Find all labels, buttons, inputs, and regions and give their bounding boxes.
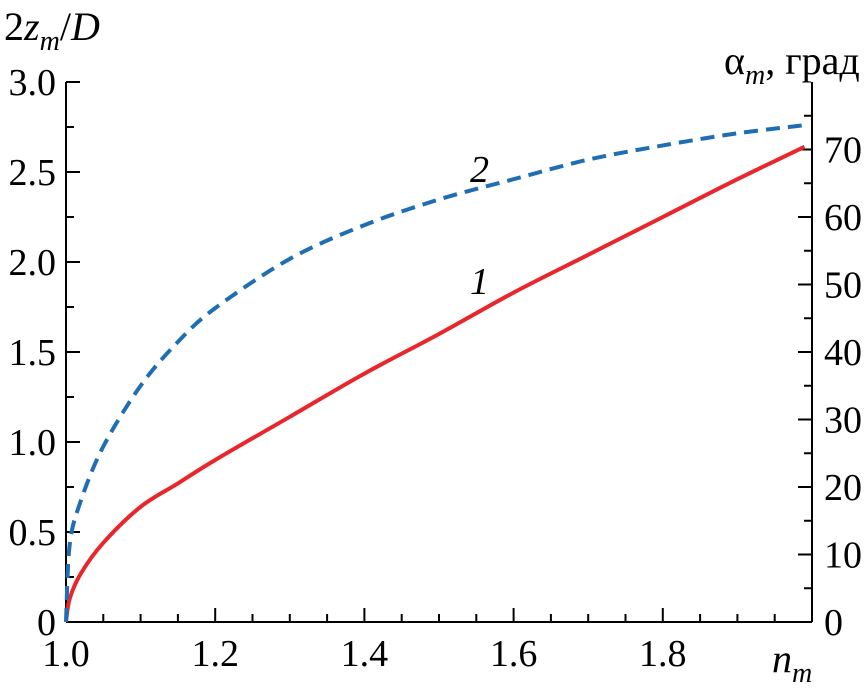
plot-frame — [65, 82, 813, 623]
series-layer — [64, 123, 806, 623]
y-left-tick-label: 2.5 — [9, 152, 57, 194]
curve-label-1: 1 — [470, 261, 489, 303]
y-right-tick-label: 70 — [824, 130, 862, 172]
y-right-tick-label: 30 — [824, 400, 862, 442]
y-left-axis-ticks: 0 0.5 1.0 1.5 2.0 2.5 3.0 — [9, 62, 80, 644]
y-right-axis-title: αm, град — [724, 38, 860, 91]
y-left-tick-label: 0 — [37, 602, 56, 644]
y-left-tick-label: 1.5 — [9, 332, 57, 374]
y-left-tick-label: 1.0 — [9, 422, 57, 464]
x-tick-label: 1.8 — [639, 633, 687, 675]
y-right-tick-label: 60 — [824, 197, 862, 239]
y-left-tick-label: 3.0 — [9, 62, 57, 104]
series-line-1 — [64, 144, 806, 623]
x-axis-title: nm — [772, 636, 812, 689]
y-right-tick-label: 10 — [824, 535, 862, 577]
x-tick-label: 1.2 — [191, 633, 239, 675]
x-tick-label: 1.6 — [490, 633, 538, 675]
y-left-axis-title: 2zm/D — [4, 4, 100, 57]
series-line-2 — [64, 123, 805, 623]
y-right-tick-label: 50 — [824, 265, 862, 307]
x-axis-ticks: 1.0 1.2 1.4 1.6 1.8 — [42, 608, 813, 675]
y-right-axis-ticks: 0 10 20 30 40 50 60 70 — [798, 114, 862, 644]
x-tick-label: 1.4 — [341, 633, 389, 675]
y-left-tick-label: 0.5 — [9, 512, 57, 554]
x-tick-label: 1.0 — [42, 633, 90, 675]
curve-label-2: 2 — [470, 149, 489, 191]
y-left-tick-label: 2.0 — [9, 242, 57, 284]
y-right-tick-label: 20 — [824, 467, 862, 509]
y-right-tick-label: 40 — [824, 332, 862, 374]
y-right-tick-label: 0 — [824, 602, 843, 644]
